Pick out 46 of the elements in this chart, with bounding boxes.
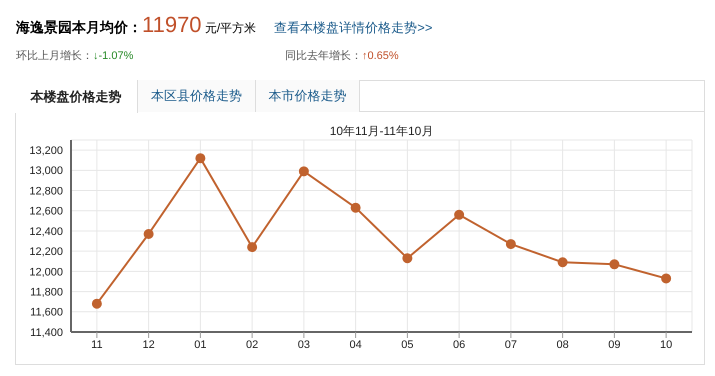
point — [661, 273, 672, 284]
point — [247, 242, 258, 252]
x-tick-label: 11 — [91, 338, 103, 351]
text: ↑0.65% — [362, 50, 399, 62]
y-tick-label: 11,800 — [30, 286, 63, 298]
text: 海逸景园本月均价： — [16, 19, 142, 35]
x-tick-label: 04 — [350, 338, 362, 351]
point — [92, 298, 102, 309]
x-tick-label: 06 — [453, 338, 466, 351]
point — [454, 210, 464, 220]
x-tick-label: 10 — [660, 338, 672, 351]
point — [402, 253, 412, 264]
x-tick-label: 07 — [504, 338, 517, 351]
y-tick-label: 12,400 — [29, 226, 63, 238]
x-tick-label: 02 — [246, 338, 258, 351]
point — [298, 166, 309, 176]
text: 本楼盘价格走势 — [30, 88, 122, 106]
y-tick-label: 12,600 — [29, 206, 63, 218]
text: 本市价格走势 — [268, 87, 346, 105]
y-tick-label: 11,400 — [30, 326, 63, 339]
y-tick-label: 12,800 — [29, 185, 63, 198]
text: 同比去年增长： — [285, 50, 362, 62]
text: 元/平方米 — [204, 21, 256, 35]
x-tick-label: 03 — [298, 338, 310, 351]
point — [609, 259, 620, 270]
text: 查看本楼盘详情价格走势>> — [274, 20, 432, 35]
x-tick-label: 05 — [401, 338, 414, 351]
y-tick-label: 12,200 — [29, 246, 63, 258]
chart-title: 10年11月-11年10月 — [330, 124, 434, 138]
y-tick-label: 13,200 — [29, 145, 63, 158]
text: 11970 — [142, 12, 202, 37]
text: 本区县价格走势 — [151, 87, 242, 105]
point — [144, 228, 154, 239]
x-tick-label: 01 — [194, 338, 206, 351]
text: 环比上月增长： — [16, 50, 93, 62]
x-tick-label: 12 — [142, 338, 155, 351]
point — [350, 202, 361, 213]
x-tick-label: 08 — [556, 338, 569, 351]
y-tick-label: 12,000 — [29, 266, 63, 278]
y-tick-label: 13,000 — [29, 165, 63, 178]
point — [195, 153, 206, 164]
point — [558, 257, 568, 268]
text: ↓-1.07% — [93, 50, 134, 62]
y-tick-label: 11,600 — [30, 306, 63, 319]
point — [506, 239, 516, 250]
x-tick-label: 09 — [608, 338, 620, 351]
